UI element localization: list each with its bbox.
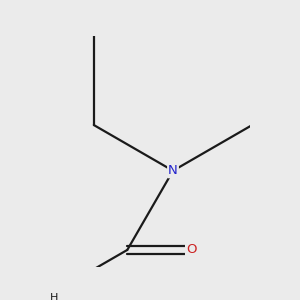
Text: N: N <box>168 164 178 177</box>
Text: H: H <box>50 293 58 300</box>
Text: O: O <box>186 243 196 256</box>
